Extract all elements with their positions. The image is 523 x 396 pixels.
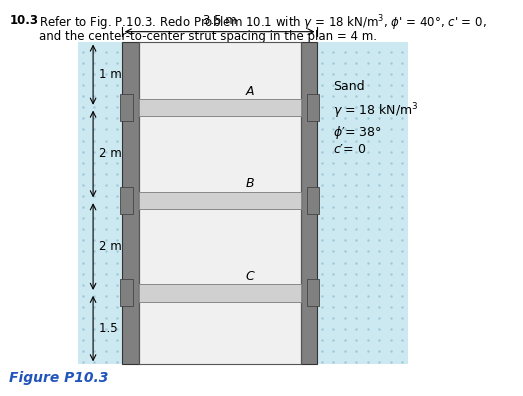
Bar xyxy=(307,280,320,307)
Text: $\gamma$ = 18 kN/m$^3$: $\gamma$ = 18 kN/m$^3$ xyxy=(333,102,419,121)
Bar xyxy=(307,94,320,121)
Bar xyxy=(307,187,320,214)
Text: 10.3: 10.3 xyxy=(9,14,38,27)
Text: Refer to Fig. P.10.3. Redo Problem 10.1 with $\gamma$ = 18 kN/m$^3$, $\phi$' = 4: Refer to Fig. P.10.3. Redo Problem 10.1 … xyxy=(39,14,487,33)
Text: 3.5 m: 3.5 m xyxy=(203,14,236,27)
Bar xyxy=(120,94,132,121)
Text: Sand: Sand xyxy=(333,80,365,93)
Text: $c$′= 0: $c$′= 0 xyxy=(333,143,367,156)
Bar xyxy=(301,42,317,364)
Text: Figure P10.3: Figure P10.3 xyxy=(9,371,109,385)
Bar xyxy=(139,284,301,302)
Bar xyxy=(139,99,301,116)
Text: C: C xyxy=(246,270,255,283)
Text: $\phi$′= 38°: $\phi$′= 38° xyxy=(333,124,382,141)
Bar xyxy=(78,42,122,364)
Bar xyxy=(122,42,139,364)
Text: 1 m: 1 m xyxy=(99,68,122,81)
Text: 1.5 m: 1.5 m xyxy=(99,322,133,335)
Bar xyxy=(139,42,301,364)
Text: A: A xyxy=(246,85,254,98)
Text: 2 m: 2 m xyxy=(99,240,122,253)
Text: 2 m: 2 m xyxy=(99,147,122,160)
Bar xyxy=(120,187,132,214)
Bar xyxy=(139,192,301,209)
Text: B: B xyxy=(246,177,254,190)
Bar xyxy=(120,280,132,307)
Text: and the center-to-center strut spacing in the plan = 4 m.: and the center-to-center strut spacing i… xyxy=(39,30,377,43)
Bar xyxy=(317,42,408,364)
